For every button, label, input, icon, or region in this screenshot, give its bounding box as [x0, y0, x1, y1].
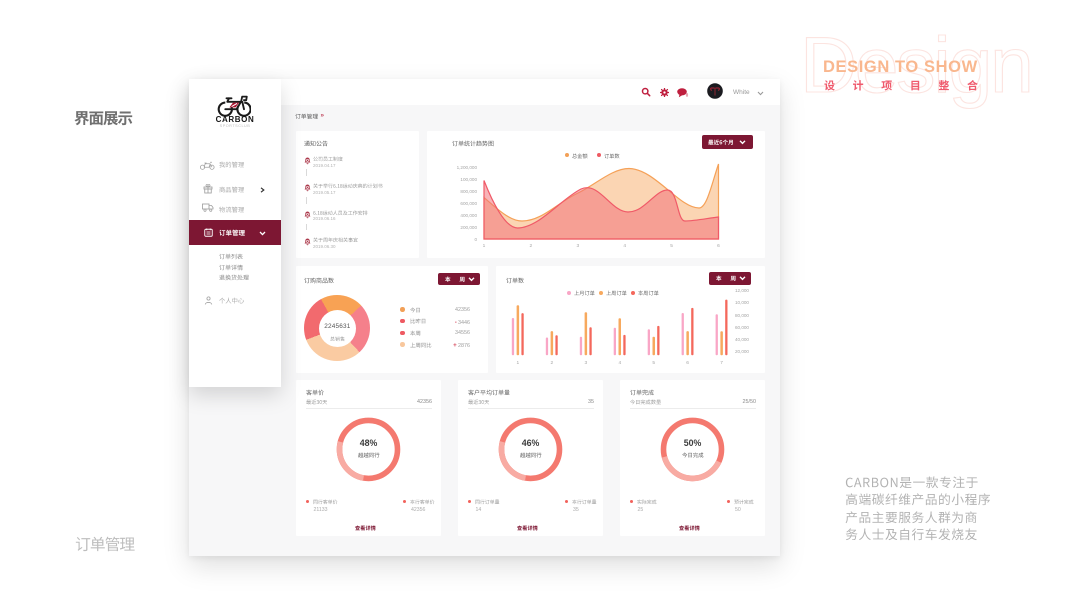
svg-text:0: 0: [686, 93, 689, 98]
